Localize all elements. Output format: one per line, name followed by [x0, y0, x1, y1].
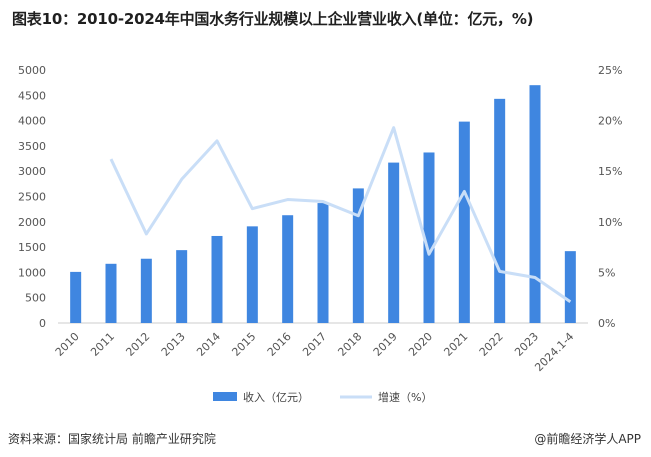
left-tick-label: 2000: [18, 216, 46, 229]
left-tick-label: 3500: [18, 140, 46, 153]
x-tick-label: 2012: [123, 330, 152, 359]
right-tick-label: 15%: [598, 165, 622, 178]
left-tick-label: 1000: [18, 266, 46, 279]
x-tick-label: 2011: [88, 330, 117, 359]
bar-2013: [176, 250, 188, 323]
bar-2017: [317, 203, 329, 323]
right-tick-label: 20%: [598, 115, 622, 128]
x-tick-label: 2016: [265, 330, 294, 359]
x-tick-label: 2015: [229, 330, 258, 359]
bar-2021: [458, 121, 470, 323]
brand-label: @前瞻经济学人APP: [534, 432, 641, 446]
bar-2020: [423, 152, 435, 323]
x-tick-label: 2020: [406, 330, 435, 359]
right-tick-label: 5%: [598, 266, 615, 279]
bar-2016: [282, 215, 294, 323]
x-tick-label: 2018: [335, 330, 364, 359]
left-tick-label: 4500: [18, 89, 46, 102]
source-note: 资料来源：国家统计局 前瞻产业研究院: [8, 432, 216, 446]
bar-2024.1-4: [564, 251, 576, 323]
bar-2012: [140, 258, 152, 323]
bar-2015: [246, 226, 258, 323]
x-tick-label: 2019: [371, 330, 400, 359]
bar-2018: [352, 188, 364, 323]
x-tick-label: 2014: [194, 330, 223, 359]
x-tick-label: 2010: [53, 330, 82, 359]
left-tick-label: 500: [25, 292, 46, 305]
legend-bar-swatch: [213, 392, 237, 401]
left-tick-label: 4000: [18, 115, 46, 128]
x-tick-label: 2021: [441, 330, 470, 359]
bar-2010: [70, 271, 82, 323]
legend-line-label: 增速（%）: [378, 390, 432, 404]
x-tick-label: 2023: [512, 330, 541, 359]
growth-line: [109, 126, 572, 303]
left-tick-label: 1500: [18, 241, 46, 254]
x-tick-label: 2013: [159, 330, 188, 359]
bar-2022: [494, 98, 506, 323]
x-tick-label: 2017: [300, 330, 329, 359]
left-tick-label: 0: [39, 317, 46, 330]
x-tick-label: 2024.1-4: [532, 330, 576, 374]
right-tick-label: 0%: [598, 317, 615, 330]
left-tick-label: 2500: [18, 191, 46, 204]
bar-2011: [105, 263, 117, 323]
bar-2014: [211, 235, 223, 323]
right-tick-label: 25%: [598, 64, 622, 77]
left-tick-label: 5000: [18, 64, 46, 77]
x-tick-label: 2022: [477, 330, 506, 359]
legend-bar-label: 收入（亿元）: [243, 390, 309, 404]
chart-title: 图表10：2010-2024年中国水务行业规模以上企业营业收入(单位：亿元，%): [12, 10, 534, 28]
bar-2019: [388, 162, 400, 323]
left-tick-label: 3000: [18, 165, 46, 178]
bar-2023: [529, 85, 541, 324]
right-tick-label: 10%: [598, 216, 622, 229]
